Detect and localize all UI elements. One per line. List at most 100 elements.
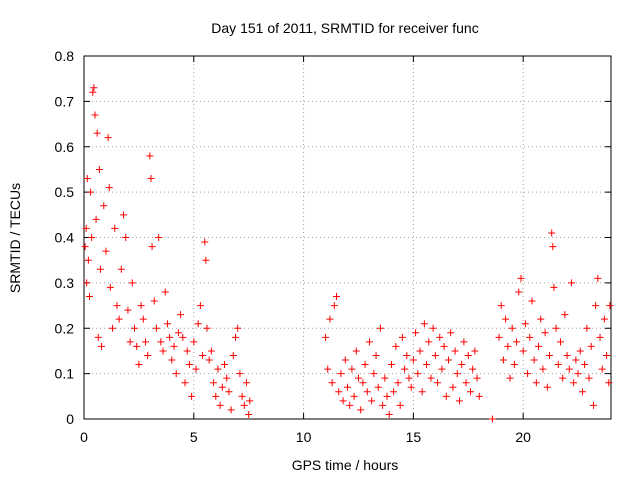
data-point <box>212 392 220 400</box>
data-point <box>105 184 113 192</box>
data-point <box>513 338 521 346</box>
data-point <box>541 329 549 337</box>
data-point <box>475 392 483 400</box>
data-point <box>565 365 573 373</box>
data-point <box>83 279 91 287</box>
data-point <box>104 134 112 142</box>
data-point <box>218 383 226 391</box>
data-point <box>199 351 207 359</box>
data-point <box>535 342 543 350</box>
data-point <box>532 379 540 387</box>
data-point <box>207 347 215 355</box>
data-point <box>458 361 466 369</box>
data-point <box>144 351 152 359</box>
data-point <box>326 315 334 323</box>
data-point <box>128 279 136 287</box>
data-point <box>387 361 395 369</box>
data-point <box>504 342 512 350</box>
data-point <box>581 361 589 369</box>
data-point <box>201 238 209 246</box>
data-point <box>370 370 378 378</box>
data-point <box>407 383 415 391</box>
data-point <box>168 356 176 364</box>
data-point <box>464 351 472 359</box>
data-point <box>159 347 167 355</box>
data-point <box>359 379 367 387</box>
data-point <box>322 333 330 341</box>
data-point <box>170 342 178 350</box>
data-point <box>576 347 584 355</box>
data-point <box>550 283 558 291</box>
data-point <box>409 356 417 364</box>
data-point <box>427 374 435 382</box>
data-point <box>549 243 557 251</box>
x-tick-label: 10 <box>296 429 312 445</box>
data-point <box>131 324 139 332</box>
data-point <box>227 406 235 414</box>
data-point <box>82 224 90 232</box>
data-point <box>528 297 536 305</box>
data-point <box>497 302 505 310</box>
data-point <box>205 356 213 364</box>
data-point <box>570 379 578 387</box>
data-point <box>111 224 119 232</box>
data-point <box>102 247 110 255</box>
data-point <box>109 324 117 332</box>
data-point <box>431 351 439 359</box>
data-point <box>91 111 99 119</box>
data-point <box>420 320 428 328</box>
data-point <box>100 202 108 210</box>
data-point <box>183 347 191 355</box>
data-point <box>161 288 169 296</box>
y-tick-label: 0.6 <box>55 139 75 155</box>
data-point <box>240 401 248 409</box>
data-point <box>210 379 218 387</box>
data-point <box>232 333 240 341</box>
data-point <box>357 406 365 414</box>
data-point <box>530 356 538 364</box>
data-point <box>543 383 551 391</box>
data-point <box>519 347 527 355</box>
data-point <box>554 361 562 369</box>
data-point <box>172 370 180 378</box>
data-point <box>166 333 174 341</box>
data-point <box>188 392 196 400</box>
data-point <box>236 370 244 378</box>
data-point <box>548 229 556 237</box>
data-point <box>196 302 204 310</box>
data-point <box>398 333 406 341</box>
data-point <box>561 311 569 319</box>
data-point <box>246 397 254 405</box>
chart-title: Day 151 of 2011, SRMTID for receiver fun… <box>211 20 478 36</box>
data-point <box>328 379 336 387</box>
data-point <box>578 388 586 396</box>
data-point <box>89 88 97 96</box>
data-point <box>368 397 376 405</box>
y-tick-label: 0.5 <box>55 184 75 200</box>
data-point <box>117 265 125 273</box>
data-point <box>120 211 128 219</box>
data-point <box>605 379 613 387</box>
data-point <box>396 401 404 409</box>
data-point <box>348 365 356 373</box>
data-point <box>376 324 384 332</box>
data-point <box>563 351 571 359</box>
data-point <box>469 365 477 373</box>
data-point <box>174 329 182 337</box>
data-point <box>537 315 545 323</box>
data-point <box>238 392 246 400</box>
data-point <box>137 302 145 310</box>
data-point <box>606 302 614 310</box>
data-point <box>383 392 391 400</box>
data-point <box>546 351 554 359</box>
data-point <box>515 288 523 296</box>
data-point <box>462 379 470 387</box>
data-point <box>245 410 253 418</box>
data-point <box>150 297 158 305</box>
data-point <box>350 392 358 400</box>
data-point <box>148 243 156 251</box>
y-tick-label: 0.4 <box>55 230 75 246</box>
x-tick-label: 5 <box>190 429 198 445</box>
data-point <box>449 383 457 391</box>
